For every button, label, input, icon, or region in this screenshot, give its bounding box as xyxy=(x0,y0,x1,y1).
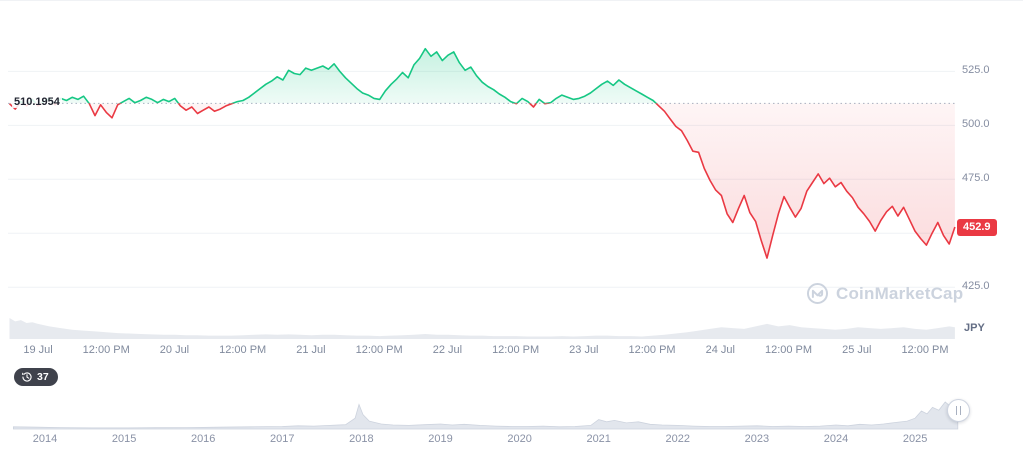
navigator-year-label: 2014 xyxy=(32,433,58,445)
timeline-navigator[interactable]: 2014 2015 2016 2017 2018 2019 2020 2021 2022 2023… xyxy=(0,389,1023,462)
volume-silhouette xyxy=(9,318,955,339)
history-clock-icon xyxy=(21,372,32,382)
history-count: 37 xyxy=(37,370,49,383)
y-tick-475: 475.0 xyxy=(962,172,990,184)
x-axis-label: 12:00 PM xyxy=(628,344,676,356)
baseline-price-label: 510.1954 xyxy=(12,96,62,108)
price-line-down xyxy=(8,103,956,259)
navigator-year-label: 2024 xyxy=(823,433,849,445)
x-axis: 19 Jul 12:00 PM 20 Jul 12:00 PM 21 Jul 12:00 … xyxy=(0,344,1023,360)
area-below-baseline xyxy=(9,103,955,259)
x-axis-label: 12:00 PM xyxy=(82,344,130,356)
coinmarketcap-watermark: CoinMarketCap xyxy=(806,282,963,305)
navigator-year-label: 2023 xyxy=(744,433,770,445)
area-above-baseline xyxy=(9,48,955,104)
navigator-year-label: 2016 xyxy=(190,433,216,445)
history-countdown-pill[interactable]: 37 xyxy=(14,368,58,386)
x-axis-label: 12:00 PM xyxy=(355,344,403,356)
navigator-year-label: 2017 xyxy=(270,433,295,445)
x-axis-label: 12:00 PM xyxy=(901,344,949,356)
x-axis-label: 12:00 PM xyxy=(492,344,540,356)
x-axis-label: 22 Jul xyxy=(432,344,463,356)
main-chart-area[interactable]: 510.1954 CoinMarketCap xyxy=(0,1,1023,341)
x-axis-label: 21 Jul xyxy=(296,344,326,356)
watermark-text: CoinMarketCap xyxy=(836,283,964,303)
price-chart-svg[interactable] xyxy=(0,1,1023,341)
x-axis-label: 12:00 PM xyxy=(219,344,267,356)
currency-unit-label: JPY xyxy=(964,322,985,334)
x-axis-label: 24 Jul xyxy=(705,344,735,356)
navigator-year-label: 2025 xyxy=(902,433,928,445)
navigator-year-label: 2018 xyxy=(349,433,374,445)
coinmarketcap-logo-icon xyxy=(806,282,829,305)
x-axis-label: 12:00 PM xyxy=(764,344,813,356)
navigator-year-label: 2019 xyxy=(428,433,453,445)
navigator-area-svg[interactable] xyxy=(0,389,1023,431)
y-tick-425: 425.0 xyxy=(962,280,990,292)
navigator-year-label: 2020 xyxy=(507,433,532,445)
navigator-year-label: 2015 xyxy=(111,433,137,445)
x-axis-label: 25 Jul xyxy=(842,344,872,356)
price-line-up xyxy=(9,47,658,104)
y-tick-500: 500.0 xyxy=(962,118,990,130)
x-axis-label: 23 Jul xyxy=(569,344,599,356)
y-tick-525: 525.0 xyxy=(962,64,990,76)
x-axis-label: 19 Jul xyxy=(23,344,53,356)
navigator-year-label: 2022 xyxy=(665,433,691,445)
current-price-badge: 452.9 xyxy=(957,219,997,236)
navigator-volume-silhouette xyxy=(13,399,959,430)
navigator-range-handle[interactable] xyxy=(947,399,970,422)
navigator-year-label: 2021 xyxy=(586,433,611,445)
navigator-years: 2014 2015 2016 2017 2018 2019 2020 2021 2022 2023… xyxy=(0,433,1023,447)
x-axis-label: 20 Jul xyxy=(159,344,190,356)
drag-grip-icon xyxy=(956,406,961,415)
